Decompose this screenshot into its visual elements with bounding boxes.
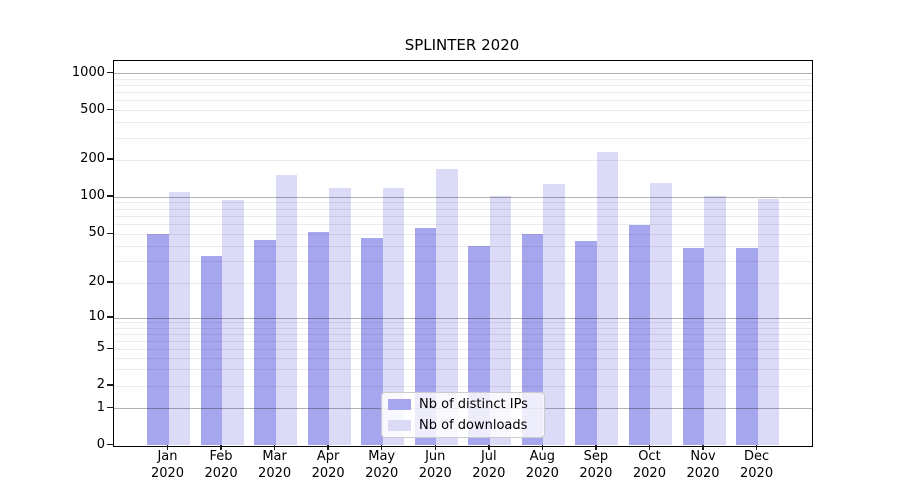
x-tick-label-year: 2020 xyxy=(632,465,666,481)
x-tick-label-oct: Oct 2020 xyxy=(622,449,676,482)
x-tick-label-jan: Jan 2020 xyxy=(141,449,195,482)
x-tick-label-month: Apr xyxy=(316,449,340,464)
bar-downloads-apr xyxy=(329,188,351,446)
plot-area: Nb of distinct IPs Nb of downloads xyxy=(113,60,813,447)
x-tick-label-month: Feb xyxy=(209,449,233,464)
x-tick-label-month: Dec xyxy=(743,449,770,464)
x-tick-label-year: 2020 xyxy=(418,465,452,481)
bar-downloads-jun xyxy=(436,168,458,446)
x-tick-label-nov: Nov 2020 xyxy=(676,449,730,482)
x-tick-label-year: 2020 xyxy=(472,465,506,481)
bar-downloads-mar xyxy=(275,175,298,446)
bar-downloads-jul xyxy=(489,196,512,446)
x-tick-label-month: Jul xyxy=(480,449,497,464)
bar-downloads-feb xyxy=(222,199,244,446)
y-tick-label-50: 50 xyxy=(88,225,105,241)
x-tick-label-year: 2020 xyxy=(525,465,559,481)
bar-downloads-dec xyxy=(757,198,780,446)
x-tick-label-month: Nov xyxy=(690,449,716,464)
y-tick-label-500: 500 xyxy=(80,101,105,117)
x-tick-label-aug: Aug 2020 xyxy=(515,449,569,482)
y-tick-label-100: 100 xyxy=(80,188,105,203)
x-tick-label-year: 2020 xyxy=(365,465,399,481)
x-tick-label-month: Oct xyxy=(638,449,661,464)
bar-distinct-ips-dec xyxy=(736,247,758,446)
bar-distinct-ips-mar xyxy=(254,239,276,446)
y-tick-label-0: 0 xyxy=(96,436,105,452)
x-tick-label-month: Jan xyxy=(157,449,178,464)
x-tick-label-month: Jun xyxy=(425,449,446,464)
x-tick-label-sep: Sep 2020 xyxy=(569,449,623,482)
x-tick-label-jun: Jun 2020 xyxy=(408,449,462,482)
bar-distinct-ips-jun xyxy=(414,228,437,446)
x-tick-label-month: May xyxy=(368,449,396,464)
y-tick-label-2: 2 xyxy=(96,377,105,392)
y-tick-label-20: 20 xyxy=(88,274,105,289)
legend: Nb of distinct IPs Nb of downloads xyxy=(381,392,545,438)
bar-distinct-ips-nov xyxy=(682,247,704,446)
x-tick-label-year: 2020 xyxy=(740,465,774,481)
legend-label-downloads: Nb of downloads xyxy=(419,418,528,433)
legend-swatch-distinct-ips xyxy=(388,399,411,410)
bar-downloads-sep xyxy=(596,152,619,446)
y-tick-label-10: 10 xyxy=(88,309,105,324)
legend-row-distinct-ips: Nb of distinct IPs xyxy=(388,398,536,411)
y-tick-label-1: 1 xyxy=(96,399,105,415)
x-tick-label-year: 2020 xyxy=(579,465,613,481)
chart-title: SPLINTER 2020 xyxy=(404,36,520,54)
bar-distinct-ips-may xyxy=(361,237,383,446)
bar-distinct-ips-sep xyxy=(575,241,597,446)
x-tick-label-may: May 2020 xyxy=(355,449,409,482)
bar-downloads-jan xyxy=(168,191,190,446)
bar-downloads-oct xyxy=(650,182,672,446)
bar-distinct-ips-oct xyxy=(628,225,651,446)
x-tick-label-year: 2020 xyxy=(204,465,238,481)
x-tick-label-year: 2020 xyxy=(150,465,185,481)
x-tick-label-year: 2020 xyxy=(258,465,292,481)
y-tick-label-1000: 1000 xyxy=(71,64,105,80)
x-tick-label-dec: Dec 2020 xyxy=(730,449,784,482)
bar-downloads-nov xyxy=(704,195,726,446)
x-tick-label-year: 2020 xyxy=(311,465,345,481)
bar-distinct-ips-apr xyxy=(307,232,330,446)
legend-label-distinct-ips: Nb of distinct IPs xyxy=(419,397,528,412)
legend-row-downloads: Nb of downloads xyxy=(388,419,536,432)
bar-distinct-ips-feb xyxy=(200,256,223,446)
bar-downloads-aug xyxy=(543,183,565,446)
x-tick-label-mar: Mar 2020 xyxy=(248,449,302,482)
y-tick-label-5: 5 xyxy=(96,340,105,356)
x-tick-label-apr: Apr 2020 xyxy=(301,449,355,482)
x-tick-label-month: Mar xyxy=(262,449,287,464)
x-tick-label-year: 2020 xyxy=(686,465,720,481)
x-tick-label-month: Aug xyxy=(529,449,556,464)
x-tick-label-feb: Feb 2020 xyxy=(194,449,248,482)
bar-downloads-may xyxy=(382,188,405,446)
bar-distinct-ips-jan xyxy=(147,234,169,446)
bars-layer xyxy=(114,61,812,446)
legend-swatch-downloads xyxy=(388,420,411,431)
y-tick-label-200: 200 xyxy=(80,151,105,166)
x-tick-label-jul: Jul 2020 xyxy=(462,449,516,482)
x-tick-label-month: Sep xyxy=(583,449,609,464)
